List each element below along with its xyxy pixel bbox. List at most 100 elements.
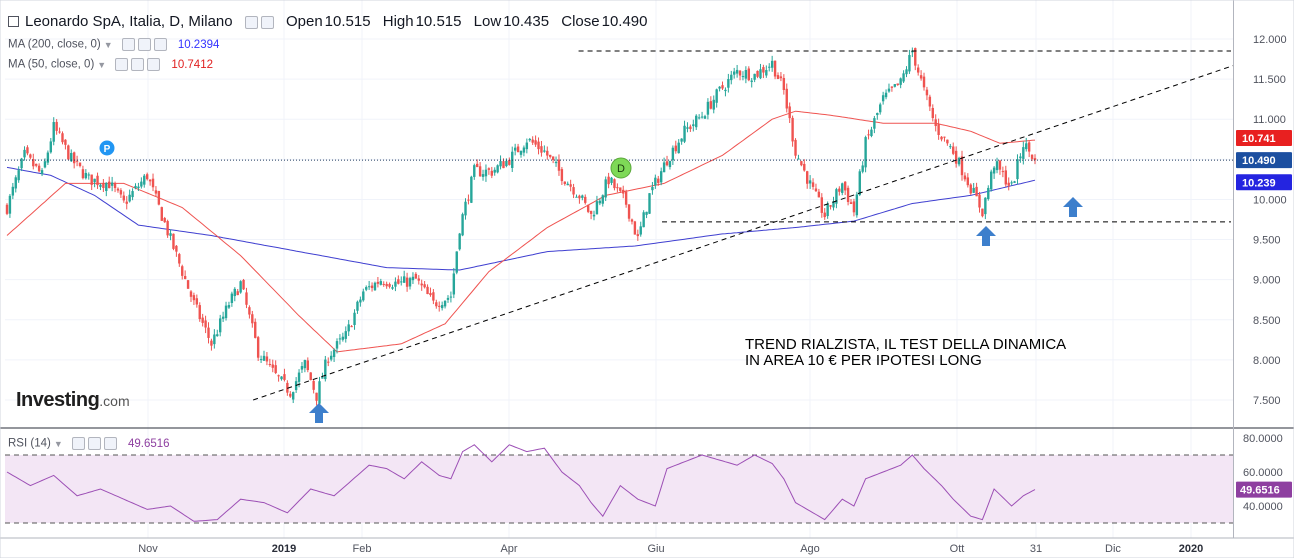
high-label: High: [382, 13, 414, 30]
candle-body: [321, 377, 324, 379]
candle-body: [867, 134, 870, 136]
eye-icon[interactable]: [115, 58, 129, 71]
candle-body: [516, 146, 520, 153]
candle-body: [251, 314, 254, 324]
price-tick-label: 9.000: [1253, 275, 1281, 287]
chevron-down-icon[interactable]: ▼: [53, 438, 63, 449]
candle-body: [566, 183, 569, 186]
candle-body: [642, 212, 645, 228]
candle-body: [508, 159, 511, 165]
candle-body: [549, 154, 552, 157]
time-tick-label: Ago: [800, 543, 820, 555]
candle-body: [96, 175, 99, 186]
candle-body: [370, 285, 374, 289]
rsi-line: [6, 444, 1036, 522]
candle-body: [245, 292, 248, 305]
candle-body: [800, 161, 803, 166]
candle-body: [724, 89, 727, 92]
candle-body: [624, 191, 628, 205]
candle-body: [589, 210, 593, 214]
candle-body: [756, 70, 759, 77]
candle-body: [662, 162, 666, 173]
candle-body: [29, 154, 32, 158]
candle-body: [919, 75, 923, 79]
candle-body: [335, 341, 339, 349]
candle-body: [353, 312, 356, 325]
candle-body: [125, 201, 128, 204]
candle-body: [613, 179, 616, 189]
time-tick-label: Ott: [950, 543, 965, 555]
settings-icon[interactable]: [87, 437, 101, 450]
chevron-down-icon[interactable]: ▼: [103, 39, 113, 50]
candle-body: [344, 331, 347, 339]
candle-body: [262, 355, 266, 361]
candle-body: [543, 150, 546, 152]
candle-body: [738, 70, 742, 76]
candle-body: [972, 187, 975, 193]
candle-body: [324, 359, 327, 380]
candle-body: [365, 287, 368, 290]
candle-body: [5, 204, 9, 214]
candle-body: [940, 136, 943, 140]
candle-body: [703, 116, 707, 119]
candle-body: [622, 189, 625, 194]
candle-body: [773, 60, 777, 77]
close-icon[interactable]: [147, 58, 161, 71]
close-icon[interactable]: [153, 38, 167, 51]
candle-body: [823, 212, 826, 218]
eye-icon[interactable]: [71, 437, 85, 450]
candle-body: [280, 376, 283, 380]
candle-body: [388, 284, 391, 287]
candle-body: [808, 180, 812, 184]
candle-body: [952, 146, 955, 154]
candle-body: [256, 337, 260, 358]
eye-icon[interactable]: [244, 15, 258, 29]
rsi-legend[interactable]: RSI (14) ▼ 49.6516: [8, 437, 170, 450]
candle-body: [213, 334, 216, 345]
candle-body: [598, 200, 602, 204]
candle-body: [829, 205, 832, 207]
ma200-value: 10.2394: [177, 38, 220, 51]
candle-body: [78, 162, 82, 167]
collapse-icon[interactable]: [8, 16, 19, 27]
candle-body: [230, 293, 234, 304]
settings-icon[interactable]: [137, 38, 151, 51]
p-marker: [99, 140, 115, 156]
chevron-down-icon[interactable]: ▼: [97, 59, 107, 70]
candle-body: [35, 163, 38, 166]
candle-body: [870, 129, 873, 137]
candle-body: [811, 182, 815, 187]
candle-body: [259, 359, 263, 361]
candle-body: [697, 117, 701, 119]
candle-body: [23, 149, 26, 158]
candle-body: [312, 381, 315, 390]
settings-icon[interactable]: [131, 58, 145, 71]
candle-body: [578, 195, 581, 199]
eye-icon[interactable]: [121, 38, 135, 51]
candle-body: [362, 291, 365, 301]
candle-body: [49, 141, 53, 153]
candle-body: [674, 145, 677, 152]
candle-body: [794, 139, 797, 156]
rsi-tick-label: 60.0000: [1243, 467, 1283, 479]
candle-body: [122, 195, 126, 201]
candle-body: [654, 177, 657, 186]
candle-body: [943, 136, 946, 138]
ma50-legend[interactable]: MA (50, close, 0) ▼ 10.7412: [8, 58, 213, 71]
candle-body: [884, 92, 888, 98]
candle-body: [776, 75, 780, 79]
ma200-legend[interactable]: MA (200, close, 0) ▼ 10.2394: [8, 38, 219, 51]
candle-body: [636, 234, 640, 237]
up-arrow-icon: [976, 226, 996, 246]
settings-icon[interactable]: [260, 15, 274, 29]
candle-body: [484, 169, 488, 177]
candle-body: [730, 74, 733, 81]
candle-body: [128, 194, 131, 202]
candle-body: [817, 191, 821, 198]
candle-body: [43, 161, 47, 168]
close-icon[interactable]: [103, 437, 117, 450]
ma50-value: 10.7412: [171, 58, 213, 71]
close-label: Close: [561, 13, 600, 30]
trendline: [252, 65, 1234, 401]
